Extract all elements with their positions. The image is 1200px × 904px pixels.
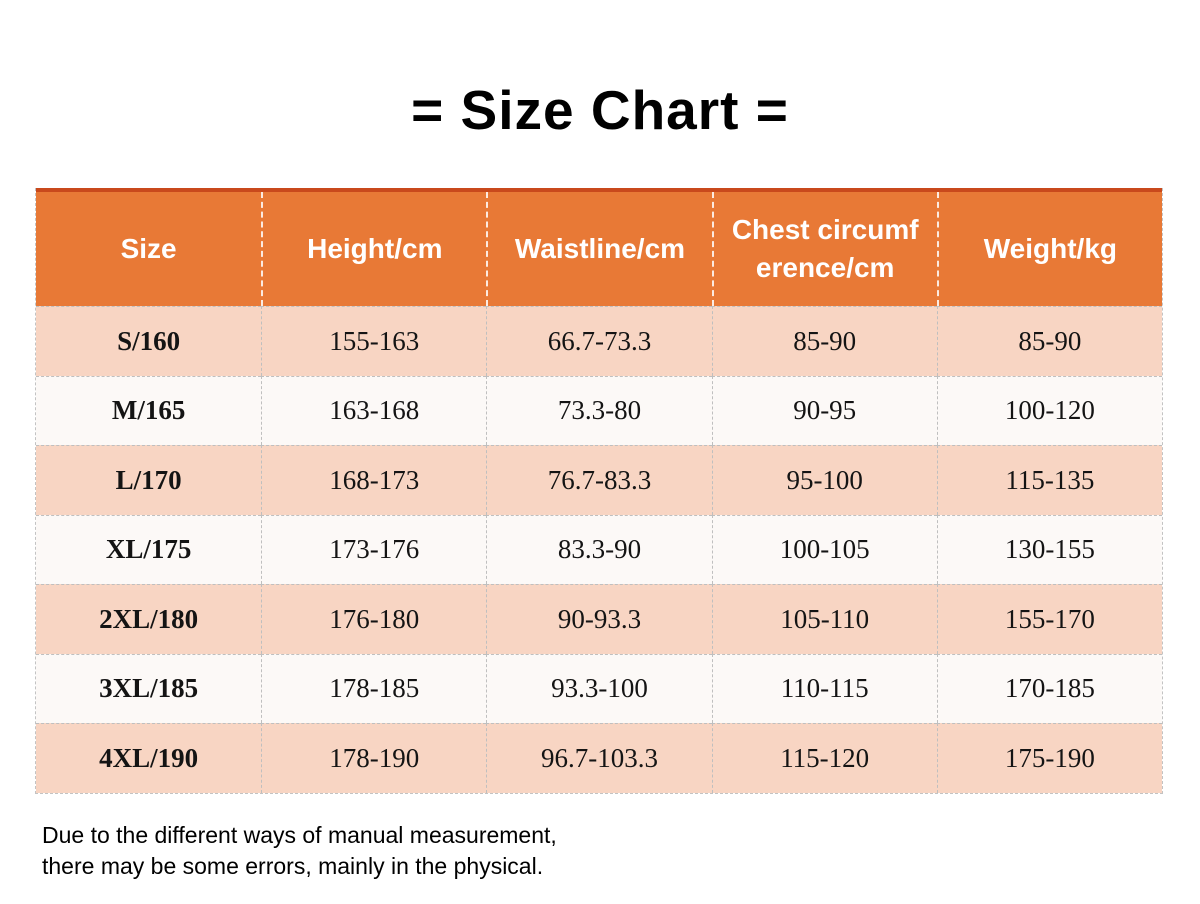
table-cell: 76.7-83.3 bbox=[486, 445, 712, 515]
table-row: S/160 155-163 66.7-73.3 85-90 85-90 bbox=[36, 306, 1162, 376]
measurement-disclaimer: Due to the different ways of manual meas… bbox=[42, 820, 557, 882]
table-cell: 130-155 bbox=[936, 514, 1162, 584]
header-cell: Height/cm bbox=[261, 192, 486, 306]
table-cell: 83.3-90 bbox=[486, 514, 712, 584]
table-cell: 95-100 bbox=[711, 445, 937, 515]
table-cell: 100-105 bbox=[711, 514, 937, 584]
size-cell: 3XL/185 bbox=[36, 653, 262, 724]
table-cell: 93.3-100 bbox=[486, 653, 712, 723]
table-body: S/160 155-163 66.7-73.3 85-90 85-90 M/165 163-… bbox=[36, 306, 1162, 793]
table-cell: 170-185 bbox=[936, 653, 1162, 723]
table-cell: 90-93.3 bbox=[486, 584, 712, 654]
table-cell: 96.7-103.3 bbox=[486, 723, 712, 793]
table-cell: 168-173 bbox=[261, 445, 487, 515]
table-row: M/165 163-168 73.3-80 90-95 100-120 bbox=[36, 375, 1162, 446]
table-cell: 100-120 bbox=[936, 375, 1162, 445]
size-cell: L/170 bbox=[36, 445, 262, 515]
table-cell: 85-90 bbox=[936, 306, 1162, 376]
table-cell: 178-185 bbox=[261, 653, 487, 723]
disclaimer-line-2: there may be some errors, mainly in the … bbox=[42, 853, 544, 879]
size-cell: XL/175 bbox=[36, 514, 262, 585]
size-chart-table: Size Height/cm Waistline/cm Chest circumf e… bbox=[35, 188, 1163, 794]
table-cell: 173-176 bbox=[261, 514, 487, 584]
size-cell: 2XL/180 bbox=[36, 584, 262, 654]
table-cell: 66.7-73.3 bbox=[486, 306, 712, 376]
table-row: L/170 168-173 76.7-83.3 95-100 115-135 bbox=[36, 445, 1162, 515]
table-row: 4XL/190 178-190 96.7-103.3 115-120 175-190 bbox=[36, 723, 1162, 793]
header-cell: Size bbox=[120, 233, 177, 265]
table-row: 3XL/185 178-185 93.3-100 110-115 170-185 bbox=[36, 653, 1162, 724]
page-title: = Size Chart = bbox=[411, 79, 789, 141]
table-cell: 175-190 bbox=[936, 723, 1162, 793]
table-header-row: Size Height/cm Waistline/cm Chest circumf e… bbox=[36, 188, 1162, 306]
disclaimer-line-1: Due to the different ways of manual meas… bbox=[42, 822, 557, 848]
header-cell: Waistline/cm bbox=[486, 192, 711, 306]
table-cell: 73.3-80 bbox=[486, 375, 712, 445]
table-cell: 155-170 bbox=[936, 584, 1162, 654]
table-row: 2XL/180 176-180 90-93.3 105-110 155-170 bbox=[36, 584, 1162, 654]
table-cell: 110-115 bbox=[711, 653, 937, 723]
header-cell: Weight/kg bbox=[936, 192, 1162, 306]
table-cell: 85-90 bbox=[711, 306, 937, 376]
size-cell: M/165 bbox=[36, 375, 262, 446]
table-cell: 115-120 bbox=[711, 723, 937, 793]
table-cell: 115-135 bbox=[936, 445, 1162, 515]
size-cell: S/160 bbox=[36, 306, 262, 376]
table-cell: 178-190 bbox=[261, 723, 487, 793]
table-cell: 176-180 bbox=[261, 584, 487, 654]
header-cell: Chest circumf erence/cm bbox=[711, 192, 937, 306]
size-cell: 4XL/190 bbox=[36, 723, 262, 793]
table-cell: 105-110 bbox=[711, 584, 937, 654]
table-cell: 163-168 bbox=[261, 375, 487, 445]
table-row: XL/175 173-176 83.3-90 100-105 130-155 bbox=[36, 514, 1162, 585]
table-cell: 155-163 bbox=[261, 306, 487, 376]
table-cell: 90-95 bbox=[711, 375, 937, 445]
